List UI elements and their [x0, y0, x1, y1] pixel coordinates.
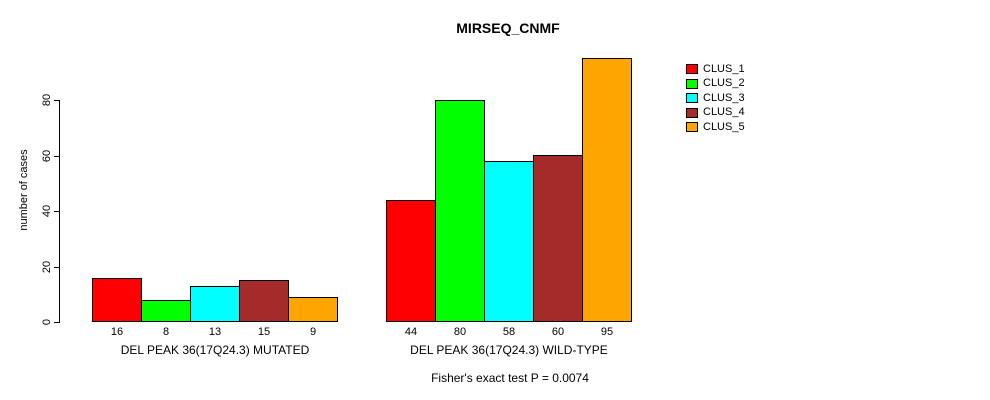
y-axis-tick-label: 80 [41, 93, 53, 107]
y-axis-tick-label: 20 [41, 260, 53, 273]
bar-value-label: 9 [309, 326, 317, 338]
bar-clus_3 [484, 161, 534, 322]
y-axis-tick-mark [54, 211, 60, 212]
legend-row: CLUS_4 [686, 106, 745, 121]
y-axis-tick-mark [54, 322, 60, 323]
legend-row: CLUS_3 [686, 91, 745, 106]
bar-value-label: 13 [208, 326, 222, 338]
bar-clus_3 [190, 286, 240, 322]
legend-row: CLUS_1 [686, 62, 745, 77]
bar-clus_1 [92, 278, 142, 322]
bar-value-label: 80 [453, 326, 467, 338]
bar-clus_4 [533, 155, 583, 322]
legend-label: CLUS_3 [703, 91, 745, 104]
y-axis-tick-label: 60 [41, 149, 53, 162]
x-axis-group-label: DEL PEAK 36(17Q24.3) MUTATED [120, 343, 310, 357]
bar-value-label: 44 [404, 326, 418, 338]
x-axis-group-label: DEL PEAK 36(17Q24.3) WILD-TYPE [410, 343, 608, 357]
legend-swatch-clus_2 [686, 78, 698, 89]
y-axis-tick-label: 0 [41, 318, 53, 326]
legend-swatch-clus_5 [686, 122, 698, 133]
bar-clus_5 [582, 58, 632, 322]
bar-value-label: 8 [162, 326, 170, 338]
legend-label: CLUS_1 [703, 62, 745, 75]
y-axis-tick-label: 40 [41, 204, 53, 218]
bar-value-label: 58 [502, 326, 516, 338]
bar-clus_5 [288, 297, 338, 322]
bar-clus_2 [435, 100, 485, 322]
bar-clus_4 [239, 280, 289, 322]
legend-swatch-clus_4 [686, 107, 698, 118]
legend-row: CLUS_5 [686, 120, 745, 135]
legend-label: CLUS_2 [703, 77, 745, 90]
y-axis-label: number of cases [18, 149, 30, 231]
y-axis-tick-mark [54, 155, 60, 157]
y-axis-tick-mark [54, 100, 60, 101]
legend-row: CLUS_2 [686, 77, 745, 92]
y-axis-tick-mark [54, 266, 60, 268]
stat-annotation: Fisher's exact test P = 0.0074 [431, 371, 589, 385]
chart-title: MIRSEQ_CNMF [456, 20, 560, 36]
bar-value-label: 60 [551, 326, 565, 338]
legend-swatch-clus_1 [686, 64, 698, 75]
legend-label: CLUS_5 [703, 120, 745, 133]
bar-clus_1 [386, 200, 436, 322]
bar-value-label: 95 [600, 326, 614, 338]
bar-clus_2 [141, 300, 191, 322]
legend-swatch-clus_3 [686, 93, 698, 104]
bar-value-label: 15 [257, 326, 271, 338]
legend: CLUS_1 CLUS_2 CLUS_3 CLUS_4 CLUS_5 [686, 62, 745, 135]
bar-value-label: 16 [110, 326, 124, 338]
legend-label: CLUS_4 [703, 106, 745, 119]
